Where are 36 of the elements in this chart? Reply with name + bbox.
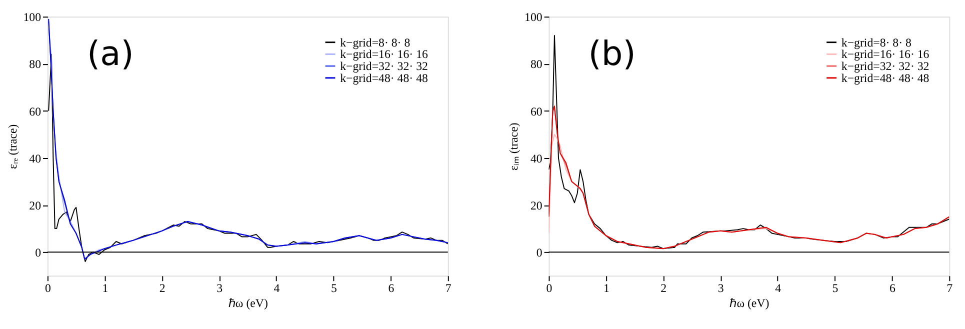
x-tick-label: 7	[445, 280, 452, 295]
x-tick-label: 3	[216, 280, 223, 295]
y-tick-label: 40	[530, 151, 542, 166]
annotation: (a)	[87, 34, 134, 74]
y-tick-label: 20	[530, 198, 542, 212]
y-tick-label: 60	[29, 104, 42, 118]
x-axis-title: ℏω (eV)	[228, 296, 268, 310]
y-tick-label: 100	[23, 10, 42, 24]
x-tick-label: 6	[890, 280, 896, 295]
y-tick-label: 0	[35, 246, 42, 260]
x-tick-label: 5	[331, 280, 338, 295]
x-tick-label: 4	[775, 280, 782, 295]
x-tick-label: 7	[946, 280, 953, 295]
legend-label: k−grid=8· 8· 8	[841, 35, 912, 50]
y-tick-label: 20	[29, 198, 42, 212]
y-tick-label: 40	[29, 151, 42, 166]
y-tick-label: 0	[536, 246, 542, 260]
annotation: (b)	[588, 34, 636, 74]
x-tick-label: 2	[159, 280, 166, 295]
x-tick-label: 0	[546, 280, 552, 295]
x-tick-label: 1	[603, 280, 610, 295]
x-tick-label: 3	[718, 280, 724, 295]
y-axis-title: εᵣₑ (trace)	[5, 124, 20, 169]
x-axis-title: ℏω (eV)	[730, 296, 770, 310]
y-tick-label: 100	[524, 10, 542, 24]
legend-label: k−grid=8· 8· 8	[340, 35, 410, 50]
x-tick-label: 4	[274, 280, 280, 295]
x-tick-label: 6	[388, 280, 394, 295]
y-tick-label: 80	[29, 57, 42, 72]
y-tick-label: 60	[530, 104, 542, 118]
y-axis-title: εᵢₘ (trace)	[506, 122, 521, 171]
x-tick-label: 1	[102, 280, 108, 295]
x-tick-label: 0	[44, 280, 51, 295]
x-tick-label: 5	[832, 280, 838, 295]
x-tick-label: 2	[660, 280, 667, 295]
y-tick-label: 80	[530, 57, 542, 72]
